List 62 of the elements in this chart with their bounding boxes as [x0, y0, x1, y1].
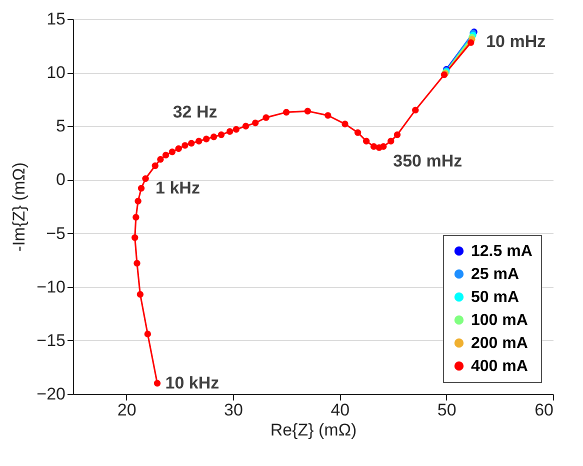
legend-label: 50 mA [471, 289, 520, 306]
x-tick-label: 40 [330, 400, 350, 420]
point [262, 114, 270, 121]
point [142, 175, 149, 182]
annotation: 1 kHz [156, 178, 200, 198]
point [362, 138, 370, 144]
point [468, 39, 474, 46]
point [354, 129, 362, 136]
point [144, 330, 152, 338]
legend-label: 400 mA [471, 358, 528, 375]
point [388, 138, 394, 144]
x-axis-title: Re{Z} (mΩ) [270, 420, 357, 440]
point [226, 128, 234, 135]
point [134, 260, 140, 267]
point [175, 145, 182, 152]
annotation: 350 mHz [393, 152, 462, 171]
y-axis-title: -Im{Z} (mΩ) [10, 162, 29, 252]
y-tick-label: −20 [36, 384, 66, 404]
point [154, 380, 161, 387]
legend-label: 200 mA [471, 335, 528, 352]
point [157, 156, 164, 163]
legend-label: 25 mA [471, 266, 520, 283]
x-tick-label: 60 [534, 400, 554, 420]
y-tick-label: 0 [56, 170, 66, 190]
point [168, 148, 176, 156]
y-tick-label: −15 [36, 330, 66, 350]
point [242, 122, 250, 130]
point [188, 140, 195, 147]
x-tick-label: 50 [437, 400, 456, 420]
y-tick-label: 15 [46, 10, 66, 28]
point [132, 234, 138, 241]
y-tick-label: −10 [36, 277, 66, 296]
point [138, 184, 145, 192]
point [324, 112, 332, 119]
y-tick-label: −5 [46, 224, 66, 243]
point [282, 108, 290, 116]
y-tick-label: 5 [56, 116, 66, 136]
point [304, 108, 312, 114]
point [218, 131, 225, 138]
legend-label: 12.5 mA [471, 243, 533, 260]
annotation: 10 mHz [486, 32, 546, 51]
annotation: 32 Hz [172, 102, 218, 122]
point [412, 106, 419, 114]
point [202, 136, 210, 142]
point [342, 120, 348, 128]
point [394, 131, 401, 138]
point [252, 120, 259, 126]
point [210, 134, 218, 140]
point [134, 198, 142, 204]
annotation: 10 kHz [165, 373, 220, 392]
point [380, 143, 387, 150]
x-tick-label: 30 [224, 400, 243, 420]
point [162, 152, 170, 158]
point [232, 126, 240, 133]
x-tick-label: 20 [117, 400, 136, 420]
legend-label: 100 mA [471, 312, 528, 329]
y-tick-label: 10 [46, 63, 66, 82]
point [152, 162, 158, 170]
point [132, 214, 140, 221]
point [196, 138, 202, 144]
point [136, 291, 144, 298]
point [182, 142, 188, 149]
